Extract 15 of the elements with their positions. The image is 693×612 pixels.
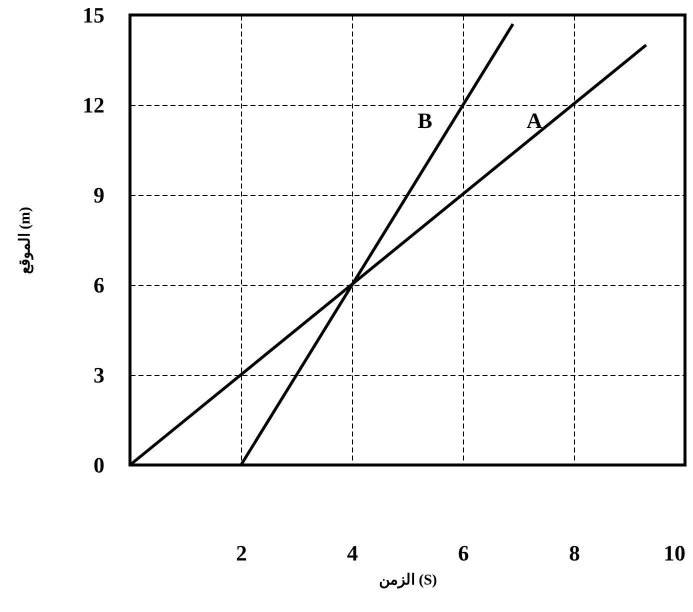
y-tick-label: 15 — [82, 2, 104, 28]
x-tick-label: 4 — [347, 540, 358, 566]
y-tick-label: 12 — [82, 92, 104, 118]
y-tick-label: 0 — [94, 452, 104, 478]
y-tick-label: 9 — [94, 182, 104, 208]
y-tick-label: 6 — [94, 272, 104, 298]
x-axis-title: الزمن (S) — [378, 572, 438, 588]
x-tick-label: 10 — [664, 540, 686, 566]
x-tick-label: 2 — [236, 540, 247, 566]
y-axis-title: الموقع (m) — [18, 206, 34, 274]
series-label: B — [418, 108, 433, 133]
x-tick-label: 8 — [569, 540, 580, 566]
x-tick-label: 6 — [458, 540, 469, 566]
y-tick-label: 3 — [94, 362, 104, 388]
series-label: A — [526, 108, 542, 133]
